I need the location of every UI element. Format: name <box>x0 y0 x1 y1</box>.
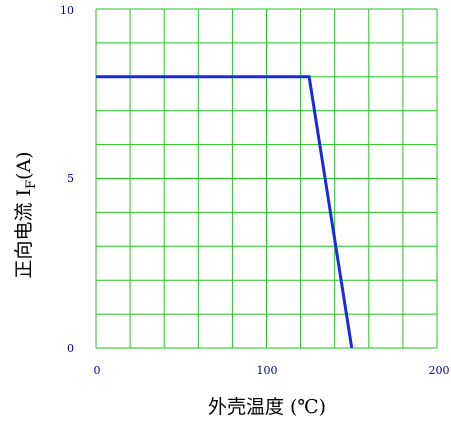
series-layer <box>96 75 354 349</box>
y-axis-label-main: 正向电流 I <box>13 189 35 279</box>
y-tick-10: 10 <box>60 4 74 17</box>
y-axis-label-unit: (A) <box>13 151 35 180</box>
y-tick-5: 5 <box>67 172 74 185</box>
x-tick-200: 200 <box>429 364 450 377</box>
series-line-0 <box>96 75 354 349</box>
x-tick-0: 0 <box>94 364 101 377</box>
y-axis-label: 正向电流 IF(A) <box>13 151 39 278</box>
y-axis-label-subscript: F <box>24 180 39 189</box>
grid <box>95 8 438 349</box>
x-tick-100: 100 <box>257 364 278 377</box>
y-tick-0: 0 <box>67 342 74 355</box>
x-axis-label: 外壳温度 (℃) <box>208 396 326 418</box>
